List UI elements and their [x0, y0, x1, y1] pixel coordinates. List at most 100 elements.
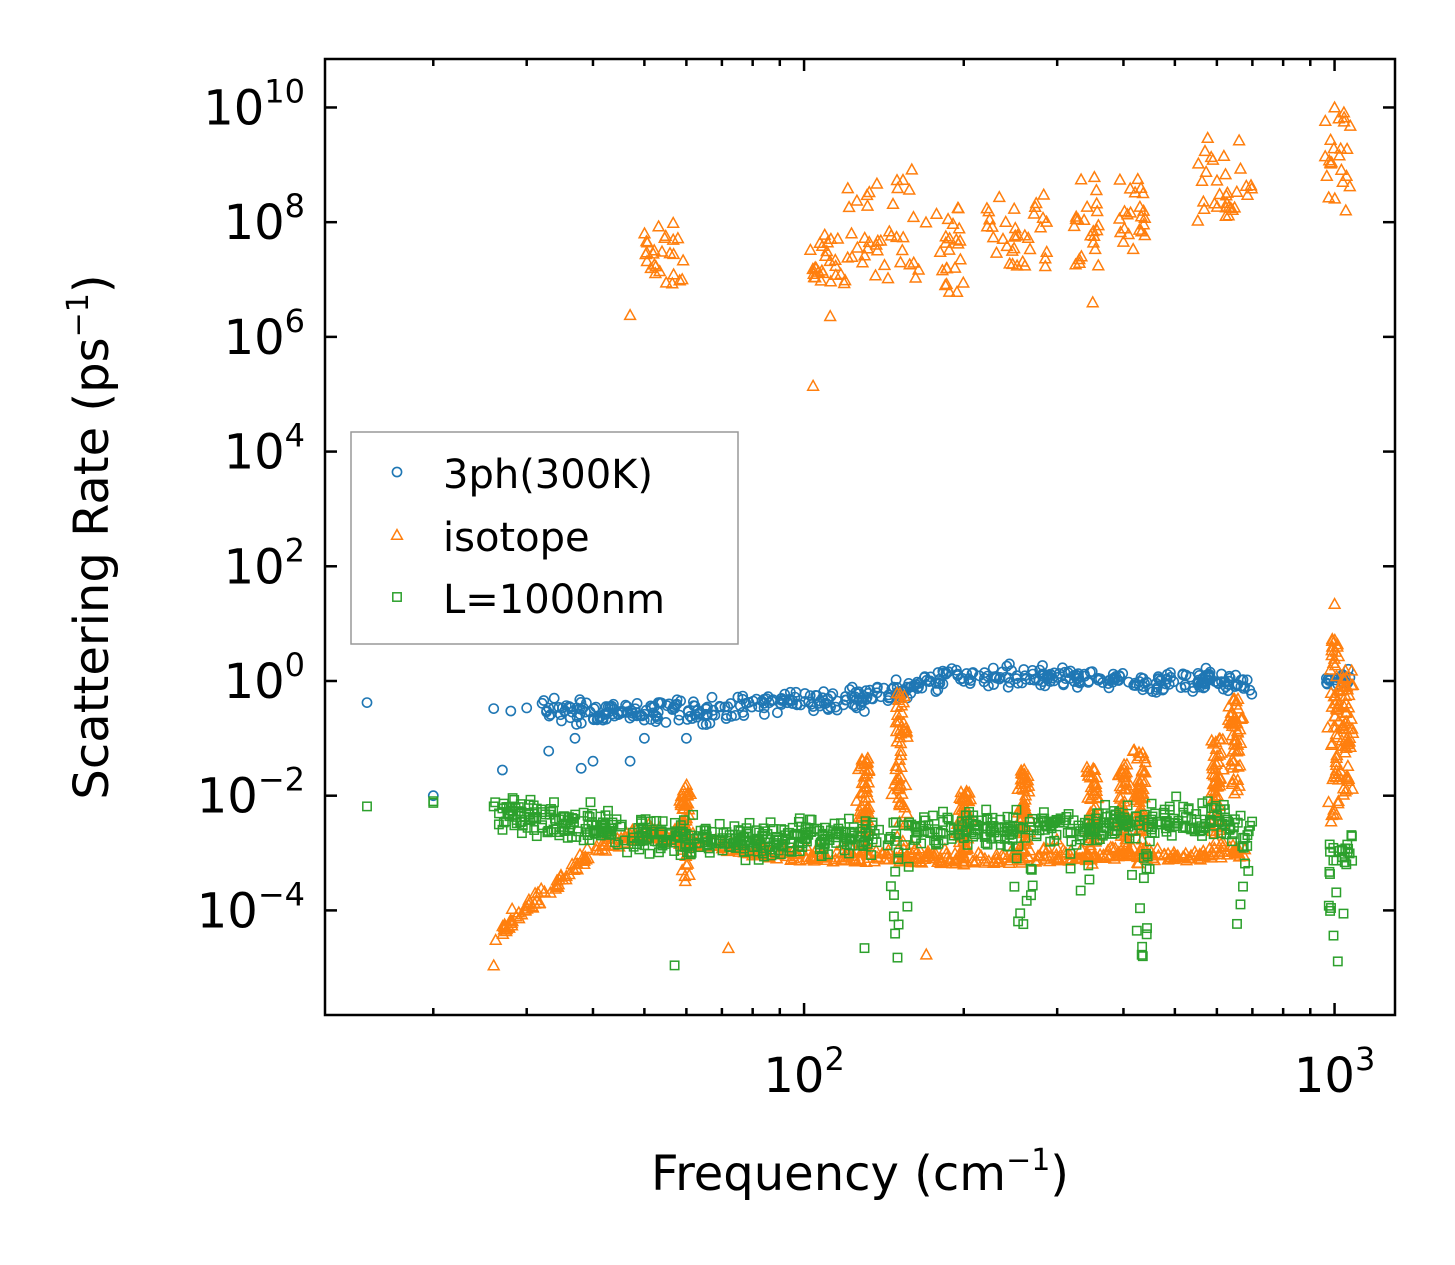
point-3ph	[979, 672, 990, 684]
point-isotope	[896, 715, 911, 728]
point-3ph	[620, 699, 631, 711]
point-3ph	[571, 711, 583, 723]
point-boundary	[784, 827, 795, 838]
point-boundary	[859, 943, 870, 954]
point-boundary	[1225, 823, 1236, 834]
point-isotope	[663, 246, 677, 259]
point-3ph	[1073, 668, 1084, 680]
point-boundary	[1328, 842, 1339, 853]
point-boundary	[912, 827, 923, 838]
point-isotope	[1018, 788, 1033, 801]
point-isotope	[855, 752, 869, 765]
point-isotope	[956, 849, 970, 862]
point-boundary	[765, 817, 776, 828]
point-boundary	[902, 901, 913, 912]
point-boundary	[1240, 858, 1250, 869]
point-boundary	[700, 823, 711, 834]
point-isotope	[1326, 720, 1341, 733]
point-boundary	[1065, 863, 1076, 874]
point-boundary	[559, 826, 570, 836]
point-3ph	[1058, 679, 1069, 691]
point-isotope	[890, 707, 905, 720]
point-3ph	[543, 710, 555, 722]
point-boundary	[943, 814, 954, 825]
point-isotope	[531, 885, 545, 898]
point-boundary	[758, 828, 769, 839]
point-isotope	[1130, 751, 1145, 764]
point-boundary	[904, 817, 915, 828]
point-isotope	[1033, 220, 1048, 233]
point-isotope	[1087, 170, 1102, 183]
point-isotope	[1322, 190, 1336, 203]
point-boundary	[1216, 828, 1227, 838]
point-3ph	[521, 702, 533, 714]
point-isotope	[489, 933, 503, 946]
point-isotope	[811, 264, 826, 277]
point-isotope	[1233, 758, 1247, 771]
point-boundary	[652, 836, 663, 847]
point-boundary	[1141, 849, 1152, 859]
point-isotope	[1191, 213, 1205, 226]
point-isotope	[666, 247, 681, 260]
point-boundary	[568, 813, 579, 824]
point-isotope	[952, 850, 966, 863]
point-boundary	[490, 797, 501, 808]
point-boundary	[976, 815, 987, 826]
point-boundary	[1124, 833, 1135, 844]
point-isotope	[1135, 773, 1149, 786]
point-isotope	[1133, 749, 1147, 762]
point-isotope	[659, 275, 673, 288]
y-tick-label: 106	[224, 302, 305, 366]
point-3ph	[982, 670, 993, 682]
point-isotope	[935, 263, 950, 276]
point-isotope	[1121, 227, 1136, 240]
point-isotope	[1345, 781, 1360, 794]
legend-box	[350, 431, 739, 645]
point-isotope	[893, 255, 908, 268]
point-isotope	[1118, 781, 1132, 794]
point-isotope	[1329, 770, 1343, 783]
point-isotope	[1089, 776, 1103, 789]
point-3ph	[1231, 679, 1242, 691]
point-isotope	[911, 262, 926, 275]
point-3ph	[700, 710, 712, 721]
point-boundary	[841, 834, 852, 845]
point-3ph	[799, 688, 811, 699]
point-isotope	[1039, 214, 1054, 227]
point-boundary	[1008, 812, 1019, 823]
point-isotope	[905, 846, 919, 859]
point-boundary	[1223, 816, 1234, 827]
series-3ph	[361, 658, 1356, 802]
point-boundary	[1025, 863, 1036, 874]
point-isotope	[933, 244, 947, 258]
legend-marker-triangle	[390, 528, 404, 541]
point-boundary	[1049, 816, 1060, 827]
y-tick-label: 10−4	[197, 875, 305, 939]
point-3ph	[427, 790, 439, 802]
point-isotope	[1014, 772, 1028, 785]
point-isotope	[854, 786, 868, 799]
point-boundary	[595, 811, 606, 822]
point-isotope	[788, 847, 803, 860]
point-isotope	[590, 839, 604, 852]
point-isotope	[673, 273, 687, 286]
point-boundary	[619, 835, 630, 846]
point-isotope	[1209, 834, 1223, 847]
point-boundary	[1136, 949, 1147, 960]
point-boundary	[801, 833, 812, 844]
point-isotope	[852, 852, 866, 865]
point-boundary	[931, 839, 942, 850]
point-isotope	[651, 219, 666, 232]
point-isotope	[1072, 851, 1087, 864]
point-isotope	[1227, 786, 1242, 799]
point-boundary	[511, 818, 522, 829]
point-boundary	[1141, 929, 1152, 940]
point-boundary	[793, 816, 804, 827]
point-isotope	[1326, 655, 1341, 668]
point-3ph	[822, 704, 834, 715]
point-boundary	[863, 831, 874, 842]
point-boundary	[1146, 798, 1157, 809]
point-isotope	[844, 226, 859, 239]
point-isotope	[548, 881, 563, 894]
point-isotope	[1329, 757, 1344, 770]
